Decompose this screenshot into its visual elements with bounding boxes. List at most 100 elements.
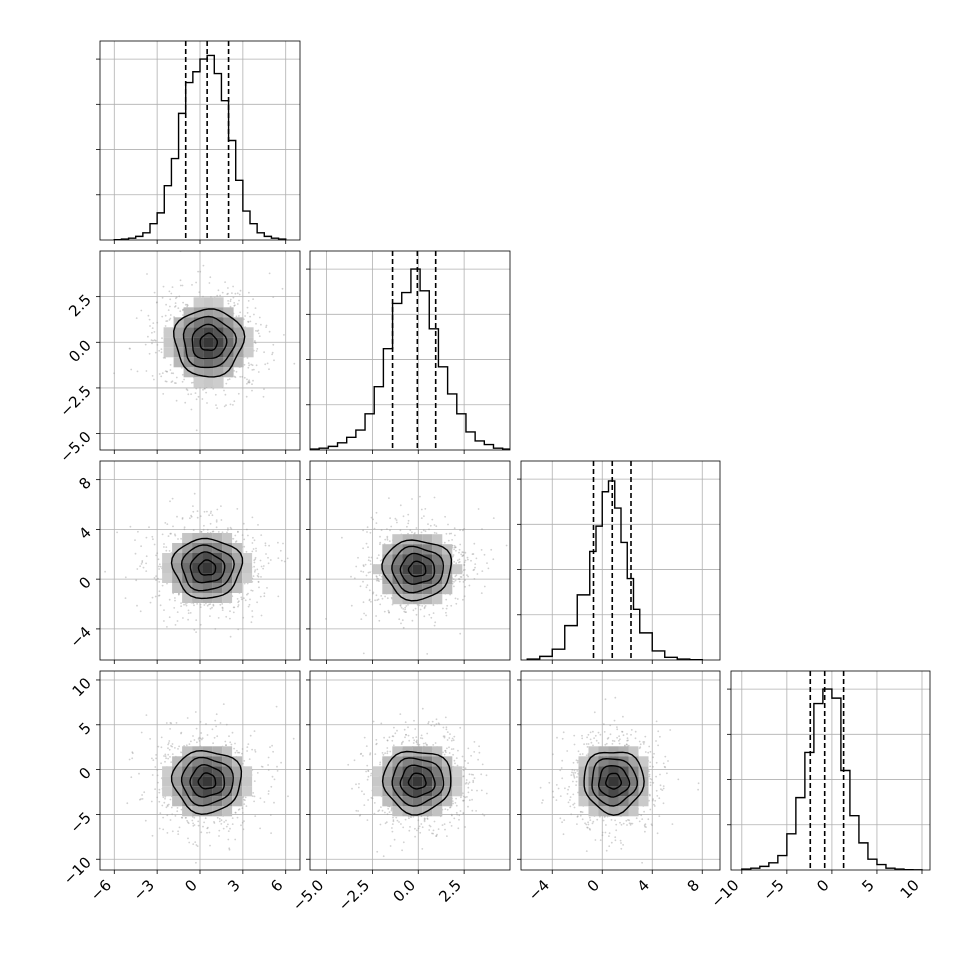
scatter-point (113, 372, 115, 375)
scatter-point (169, 369, 172, 371)
scatter-point (269, 746, 271, 748)
scatter-point (555, 799, 558, 801)
scatter-point (171, 497, 174, 500)
scatter-point (233, 375, 236, 378)
scatter-point (462, 799, 465, 802)
scatter-point (231, 292, 233, 294)
scatter-point (395, 519, 398, 521)
scatter-point (423, 607, 426, 610)
scatter-point (171, 286, 174, 288)
scatter-point (219, 294, 222, 297)
density-cell (203, 377, 214, 388)
scatter-point (271, 744, 273, 747)
panel-content (526, 461, 703, 660)
scatter-point (375, 511, 378, 514)
y-tick-label: 5 (75, 719, 94, 738)
scatter-point (225, 744, 227, 747)
scatter-point (392, 744, 395, 747)
scatter-point (419, 495, 421, 498)
scatter-point (179, 310, 182, 313)
scatter-point (418, 825, 421, 828)
scatter-point (211, 514, 214, 517)
scatter-point (450, 532, 453, 535)
scatter-point (379, 603, 382, 606)
scatter-point (378, 619, 381, 622)
scatter-point (614, 696, 617, 699)
scatter-point (246, 582, 249, 585)
density-cell (432, 756, 443, 767)
scatter-point (246, 593, 248, 596)
scatter-point (175, 722, 178, 724)
scatter-point (164, 380, 167, 383)
scatter-point (463, 595, 466, 598)
histogram-panel-1 (306, 250, 511, 454)
scatter-point (145, 555, 148, 558)
scatter-point (236, 816, 239, 819)
scatter-point (443, 823, 446, 825)
scatter-point (219, 603, 222, 606)
scatter-point (437, 828, 440, 830)
scatter-point (254, 556, 257, 559)
scatter-point (277, 595, 280, 598)
scatter-point (467, 747, 470, 750)
scatter-point (433, 820, 436, 823)
scatter-point (380, 722, 383, 725)
scatter-point (171, 380, 174, 383)
scatter-point (388, 540, 391, 542)
scatter-point (365, 574, 368, 577)
scatter-point (237, 751, 239, 754)
scatter-point (199, 270, 202, 273)
scatter-point (178, 826, 181, 829)
scatter-point (166, 832, 169, 834)
scatter-point (462, 598, 464, 601)
scatter-point (228, 847, 231, 850)
scatter-point (355, 783, 357, 786)
scatter-point (355, 809, 358, 812)
scatter-point (225, 819, 227, 822)
scatter-point (165, 303, 168, 306)
scatter-point (462, 812, 465, 814)
scatter-point (154, 351, 157, 354)
scatter-point (436, 833, 438, 836)
scatter-point (215, 725, 218, 728)
scatter-point (138, 772, 140, 775)
scatter-point (264, 544, 267, 547)
scatter-point (128, 347, 131, 350)
scatter-point (165, 380, 168, 383)
scatter-point (627, 744, 630, 747)
scatter-point (172, 525, 174, 528)
density-cell (213, 337, 224, 348)
density-cell (212, 746, 223, 757)
density-cell (392, 756, 403, 767)
scatter-point (234, 292, 237, 295)
scatter-point (671, 823, 674, 825)
scatter-point (248, 603, 251, 606)
scatter-point (644, 823, 647, 825)
scatter-point (467, 791, 470, 794)
density-cell (183, 327, 194, 338)
scatter-point (388, 497, 390, 499)
scatter-point (257, 329, 260, 332)
scatter-point (268, 368, 270, 371)
scatter-point (459, 576, 462, 578)
density-cell (452, 564, 463, 575)
scatter-point (251, 550, 254, 553)
scatter-point (224, 281, 227, 283)
scatter-point (199, 515, 202, 518)
scatter-point (145, 370, 148, 372)
scatter-point (388, 811, 391, 813)
scatter-point (428, 613, 431, 616)
scatter-point (370, 516, 373, 519)
density-cell (192, 533, 203, 543)
scatter-point (141, 794, 144, 796)
scatter-point (233, 304, 236, 307)
scatter-point (622, 734, 625, 737)
density-cell (182, 583, 193, 593)
scatter-point (136, 568, 139, 570)
histogram-step-line (526, 480, 703, 660)
scatter-point (404, 611, 407, 613)
scatter-point (251, 610, 254, 612)
scatter-point (432, 829, 435, 832)
scatter-point (174, 306, 176, 308)
scatter-point (386, 528, 388, 530)
